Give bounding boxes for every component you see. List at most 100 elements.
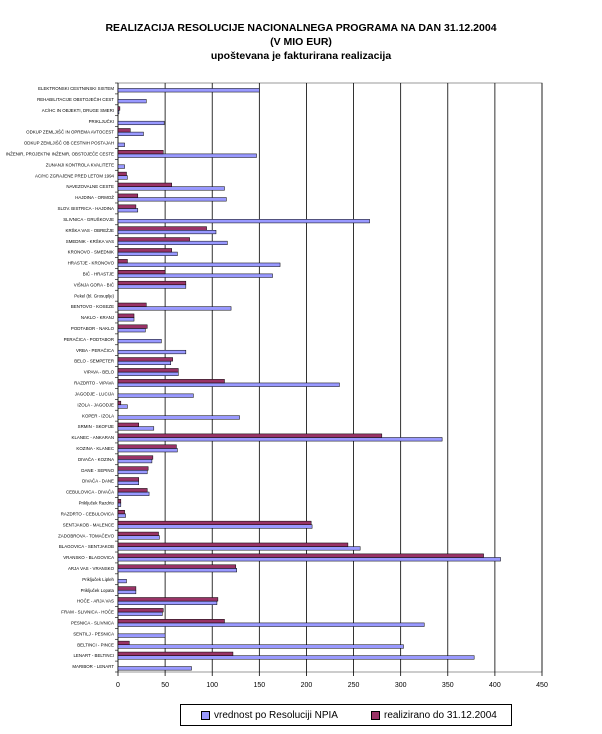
bar-resolucija: [117, 120, 165, 126]
bar-resolucija: [117, 480, 139, 485]
bar-resolucija: [117, 611, 163, 616]
bar-realizirano: [117, 433, 383, 438]
bar-resolucija: [117, 153, 257, 158]
category-label: HOČE - ARJA VAS: [77, 599, 114, 604]
category-label: KRONOVO - SMEDNIK: [68, 250, 114, 255]
category-label: Priključek Razdrto: [79, 501, 115, 506]
category-label: AC/HC IN OBJEKTI, DRUGE SMERI: [42, 108, 114, 113]
bar-realizirano: [117, 270, 166, 275]
bar-realizirano: [117, 651, 234, 656]
bar-realizirano: [117, 368, 179, 373]
category-label: BELO - SEMPETER: [74, 359, 114, 364]
category-label: INŽENIR, PROJEKTNI INŽENIR, OBSTOJEČE CE…: [6, 151, 114, 156]
category-label: DIVAČA - KOZINA: [78, 457, 114, 462]
category-label: FRAM - SLIVNICA - HOČE: [61, 610, 114, 615]
bar-realizirano: [117, 488, 148, 493]
category-label: VRANSKO - BLAGOVICA: [63, 555, 114, 560]
bar-realizirano: [117, 499, 122, 504]
bar-realizirano: [117, 248, 172, 253]
bar-realizirano: [117, 302, 147, 307]
bar-resolucija: [117, 230, 217, 235]
category-label: HAJDINA - ORMOŽ: [75, 195, 114, 200]
bar-realizirano: [117, 259, 128, 264]
category-label: ARJA VAS - VRANSKO: [68, 566, 115, 571]
bar-resolucija: [117, 371, 179, 376]
bar-realizirano: [117, 542, 349, 547]
category-label: BIČ - HRASTJE: [83, 271, 114, 276]
category-label: KLANEC - ANKARAN: [72, 435, 114, 440]
bar-resolucija: [117, 186, 225, 191]
bar-resolucija: [117, 557, 501, 562]
category-label: NAKLO - KRANJ: [81, 315, 114, 320]
chart-title-line3: upoštevana je fakturirana realizacija: [210, 50, 392, 62]
bar-realizirano: [117, 193, 139, 198]
bar-resolucija: [117, 459, 153, 464]
x-tick-label: 400: [489, 682, 501, 689]
bar-realizirano: [117, 237, 190, 242]
bar-resolucija: [117, 589, 137, 595]
bar-resolucija: [117, 175, 128, 180]
category-label: ODKUP ZEMLJIŠČ IN OPREMA AVTOCEST: [26, 130, 114, 135]
category-label: SENTILJ - PESNICA: [73, 631, 114, 636]
bar-resolucija: [117, 426, 155, 431]
bar-realizirano: [117, 280, 187, 286]
category-label: PODTABOR - NAKLO: [71, 326, 115, 331]
bar-realizirano: [117, 597, 219, 602]
bar-realizirano: [117, 477, 139, 482]
bar-realizirano: [117, 204, 137, 209]
bar-realizirano: [117, 640, 130, 645]
category-label: VIŠNJA GORA - BIČ: [74, 282, 114, 287]
category-label: SENTJAKOB - MALENCE: [63, 522, 114, 527]
category-label: ELEKTRONSKI CESTNINSKI SISTEM: [38, 86, 114, 91]
bar-realizirano: [117, 553, 484, 558]
category-label: MARIBOR - LENART: [72, 664, 114, 669]
category-label: REHABILITACIJE OBSTOJEČIH CEST: [37, 97, 114, 102]
bar-resolucija: [117, 579, 127, 584]
category-label: ODKUP ZEMLJIŠČ OB CESTNIH POSTAJAH: [24, 141, 114, 146]
bar-resolucija: [117, 437, 443, 442]
category-label: PRIKLJUČKI: [89, 119, 114, 124]
bar-resolucija: [117, 666, 192, 671]
bar-resolucija: [117, 262, 281, 267]
category-label: NAVEZOVALNE CESTE: [66, 184, 114, 189]
category-label: Priključek Lipleh: [82, 577, 114, 582]
bar-resolucija: [117, 655, 475, 660]
bar-realizirano: [117, 313, 135, 318]
bar-realizirano: [117, 466, 149, 471]
bar-realizirano: [117, 357, 173, 362]
bar-realizirano: [117, 509, 125, 515]
category-label: HRASTJE - KRONOVO: [68, 261, 115, 266]
bar-realizirano: [117, 171, 127, 176]
x-tick-label: 450: [536, 682, 548, 689]
bar-resolucija: [117, 208, 139, 213]
bar-resolucija: [117, 513, 126, 518]
bar-resolucija: [117, 502, 122, 507]
bar-resolucija: [117, 284, 187, 289]
x-tick-label: 150: [253, 682, 265, 689]
bar-realizirano: [117, 128, 131, 133]
chart-legend: vrednost po Resoluciji NPIA realizirano …: [180, 704, 512, 726]
bar-realizirano: [117, 182, 172, 187]
category-label: VIPAVA - BELO: [84, 370, 115, 375]
category-label: SLOV. BISTRICA - HAJDINA: [58, 206, 115, 211]
bar-realizirano: [117, 444, 177, 449]
bar-resolucija: [117, 197, 227, 202]
x-tick-label: 250: [348, 682, 360, 689]
bar-realizirano: [117, 520, 312, 526]
bar-resolucija: [117, 142, 125, 147]
bar-realizirano: [117, 586, 137, 591]
bar-realizirano: [117, 455, 154, 460]
bar-realizirano: [117, 324, 148, 329]
bar-resolucija: [117, 448, 178, 453]
bar-chart: 0 50 100 150 200 250 300 350 400 450 ELEKTRONSKI C…: [6, 82, 548, 689]
category-label: CEBULOVICA - DIVAČA: [66, 490, 114, 495]
category-label: Priključek Lopata: [81, 588, 115, 593]
category-label: VRBA - PERAČICA: [76, 348, 114, 353]
category-label: IZOLA - JAGODJE: [77, 402, 114, 407]
bar-realizirano: [117, 150, 164, 155]
bar-resolucija: [117, 546, 361, 551]
category-label: KOZINA - KLANEC: [76, 446, 114, 451]
bar-resolucija: [117, 524, 313, 529]
bar-resolucija: [117, 360, 172, 365]
bar-realizirano: [117, 422, 139, 427]
